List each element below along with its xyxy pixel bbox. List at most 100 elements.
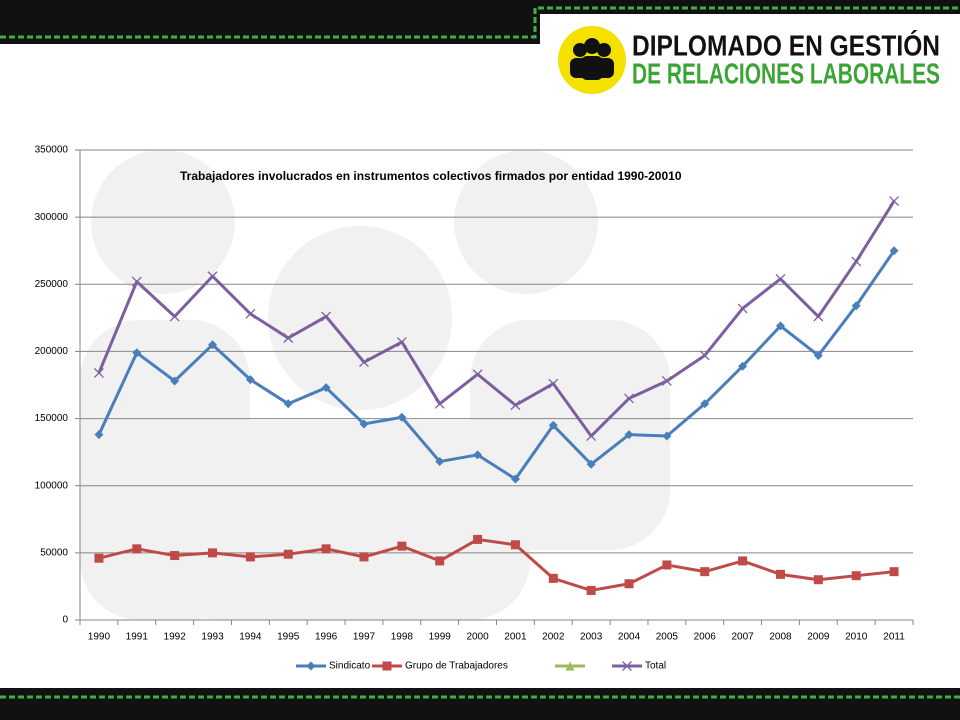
marker bbox=[737, 303, 748, 314]
x-tick-label: 1992 bbox=[164, 632, 187, 643]
marker bbox=[94, 553, 104, 563]
marker bbox=[624, 579, 634, 589]
x-tick-label: 2011 bbox=[883, 632, 905, 643]
y-tick-label: 100000 bbox=[35, 480, 69, 491]
y-tick-label: 200000 bbox=[35, 346, 69, 357]
marker bbox=[662, 560, 672, 570]
marker bbox=[397, 541, 407, 551]
marker bbox=[132, 544, 142, 554]
marker bbox=[889, 196, 900, 206]
marker bbox=[700, 567, 710, 577]
marker bbox=[473, 450, 483, 460]
marker bbox=[245, 308, 256, 319]
marker bbox=[813, 575, 823, 585]
logo-line1: DIPLOMADO EN GESTIÓN bbox=[632, 29, 940, 63]
marker bbox=[548, 378, 559, 389]
logo-line2: DE RELACIONES LABORALES bbox=[632, 59, 940, 91]
marker bbox=[170, 376, 180, 386]
x-tick-label: 2000 bbox=[466, 632, 489, 643]
x-tick-label: 2010 bbox=[845, 632, 868, 643]
marker bbox=[132, 348, 142, 358]
marker bbox=[245, 552, 255, 562]
background-shapes bbox=[80, 150, 670, 620]
marker bbox=[700, 399, 710, 409]
y-tick-label: 0 bbox=[62, 615, 68, 626]
marker bbox=[208, 340, 218, 350]
marker bbox=[321, 383, 331, 393]
x-tick-label: 1990 bbox=[88, 632, 111, 643]
x-tick-label: 2001 bbox=[504, 632, 527, 643]
marker bbox=[813, 311, 824, 322]
marker bbox=[586, 585, 596, 595]
marker bbox=[306, 661, 316, 671]
chart-title: Trabajadores involucrados en instrumento… bbox=[180, 169, 682, 183]
x-tick-label: 2008 bbox=[769, 632, 792, 643]
x-tick-label: 2005 bbox=[656, 632, 679, 643]
marker bbox=[622, 661, 632, 671]
marker bbox=[245, 375, 255, 385]
marker bbox=[473, 534, 483, 544]
marker bbox=[208, 548, 218, 558]
marker bbox=[359, 419, 369, 429]
x-tick-label: 1998 bbox=[391, 632, 414, 643]
x-tick-label: 2009 bbox=[807, 632, 830, 643]
x-tick-label: 2006 bbox=[694, 632, 717, 643]
marker bbox=[359, 552, 369, 562]
marker bbox=[565, 661, 575, 671]
legend-label: Total bbox=[645, 661, 666, 672]
marker bbox=[169, 311, 180, 322]
marker bbox=[775, 569, 785, 579]
marker bbox=[851, 301, 861, 311]
x-tick-label: 2004 bbox=[618, 632, 641, 643]
series-line bbox=[97, 200, 896, 438]
y-tick-label: 300000 bbox=[35, 212, 69, 223]
marker bbox=[170, 551, 180, 561]
marker bbox=[624, 430, 634, 440]
marker bbox=[889, 246, 899, 256]
marker bbox=[510, 474, 520, 484]
y-tick-label: 250000 bbox=[35, 279, 69, 290]
x-tick-label: 1999 bbox=[429, 632, 452, 643]
marker bbox=[396, 337, 407, 347]
legend-label: Grupo de Trabajadores bbox=[405, 661, 508, 672]
marker bbox=[207, 271, 218, 282]
x-tick-label: 1994 bbox=[239, 632, 262, 643]
marker bbox=[93, 367, 104, 378]
marker bbox=[851, 571, 861, 581]
marker bbox=[586, 459, 596, 469]
y-tick-label: 350000 bbox=[35, 145, 69, 156]
marker bbox=[775, 321, 785, 331]
marker bbox=[510, 540, 520, 550]
marker bbox=[283, 399, 293, 409]
y-tick-label: 50000 bbox=[40, 547, 68, 558]
marker bbox=[661, 376, 672, 386]
marker bbox=[283, 549, 293, 559]
marker bbox=[321, 311, 332, 322]
marker bbox=[813, 350, 823, 360]
marker bbox=[586, 431, 597, 441]
marker bbox=[472, 369, 483, 380]
marker bbox=[435, 556, 445, 566]
x-tick-label: 1995 bbox=[277, 632, 300, 643]
marker bbox=[699, 350, 710, 361]
marker bbox=[548, 420, 558, 430]
marker bbox=[435, 457, 445, 467]
top-bar bbox=[0, 0, 960, 44]
marker bbox=[738, 556, 748, 566]
bottom-bar bbox=[0, 688, 960, 720]
marker bbox=[510, 400, 521, 411]
series-line bbox=[98, 537, 895, 592]
x-tick-label: 2002 bbox=[542, 632, 565, 643]
marker bbox=[397, 412, 407, 422]
x-tick-label: 1997 bbox=[353, 632, 376, 643]
x-tick-label: 1996 bbox=[315, 632, 338, 643]
marker bbox=[889, 567, 899, 577]
marker bbox=[131, 276, 142, 287]
legend-label: Sindicato bbox=[329, 661, 371, 672]
x-tick-label: 1991 bbox=[126, 632, 149, 643]
marker bbox=[382, 661, 392, 671]
x-tick-label: 2007 bbox=[731, 632, 754, 643]
x-tick-label: 1993 bbox=[201, 632, 224, 643]
marker bbox=[283, 333, 294, 343]
